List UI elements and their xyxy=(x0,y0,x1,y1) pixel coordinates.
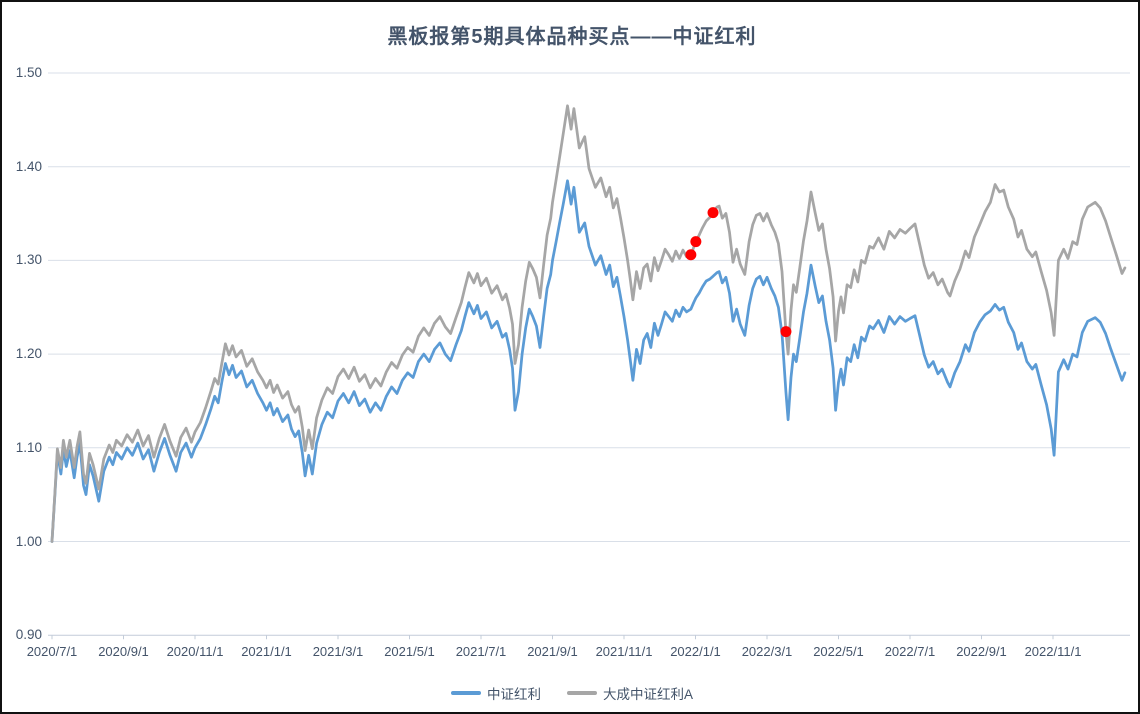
gridlines-layer xyxy=(48,72,1130,542)
legend-swatch-gray-line xyxy=(566,691,597,695)
line-series-1 xyxy=(50,104,1127,543)
y-tick-label: 1.30 xyxy=(15,252,42,268)
buy-point-markers-layer xyxy=(685,207,792,338)
y-tick-label: 0.90 xyxy=(15,627,42,643)
y-tick-label: 1.50 xyxy=(15,65,42,80)
x-tick-label: 2021/1/1 xyxy=(241,644,292,659)
legend-item-csi-dividend: 中证红利 xyxy=(450,683,541,703)
series-lines-layer xyxy=(50,104,1127,543)
x-tick-label: 2022/5/1 xyxy=(813,644,864,659)
x-tick-label: 2022/3/1 xyxy=(741,644,793,659)
y-tick-label: 1.00 xyxy=(15,533,42,549)
x-tick-label: 2020/11/1 xyxy=(166,644,224,659)
x-tick-label: 2021/7/1 xyxy=(455,644,507,659)
buy-point-marker xyxy=(690,236,702,248)
y-tick-label: 1.40 xyxy=(15,158,42,174)
x-tick-label: 2021/3/1 xyxy=(312,644,364,659)
x-tick-label: 2022/1/1 xyxy=(670,644,721,659)
chart-legend: 中证红利 大成中证红利A xyxy=(2,683,1138,703)
legend-item-dacheng-fund: 大成中证红利A xyxy=(566,683,693,703)
x-tick-label: 2021/11/1 xyxy=(595,644,653,659)
x-tick-label: 2020/9/1 xyxy=(98,644,149,659)
legend-swatch-blue-line xyxy=(450,691,481,695)
x-tick-label: 2022/11/1 xyxy=(1024,644,1082,659)
y-tick-label: 1.10 xyxy=(15,439,42,455)
buy-point-marker xyxy=(707,207,719,219)
x-tick-label: 2021/9/1 xyxy=(527,644,578,659)
legend-label: 中证红利 xyxy=(486,687,541,702)
axis-layer xyxy=(48,634,1130,640)
buy-point-marker xyxy=(780,326,792,338)
x-tick-label: 2022/7/1 xyxy=(884,644,936,659)
x-tick-label: 2022/9/1 xyxy=(956,644,1007,659)
chart-title: 黑板报第5期具体品种买点——中证红利 xyxy=(387,26,757,48)
buy-point-marker xyxy=(685,249,697,261)
x-tick-label: 2021/5/1 xyxy=(384,644,435,659)
x-tick-label: 2020/7/1 xyxy=(26,644,78,659)
legend-label: 大成中证红利A xyxy=(602,687,693,702)
y-tick-label: 1.20 xyxy=(15,346,42,362)
line-series-0 xyxy=(50,179,1127,543)
